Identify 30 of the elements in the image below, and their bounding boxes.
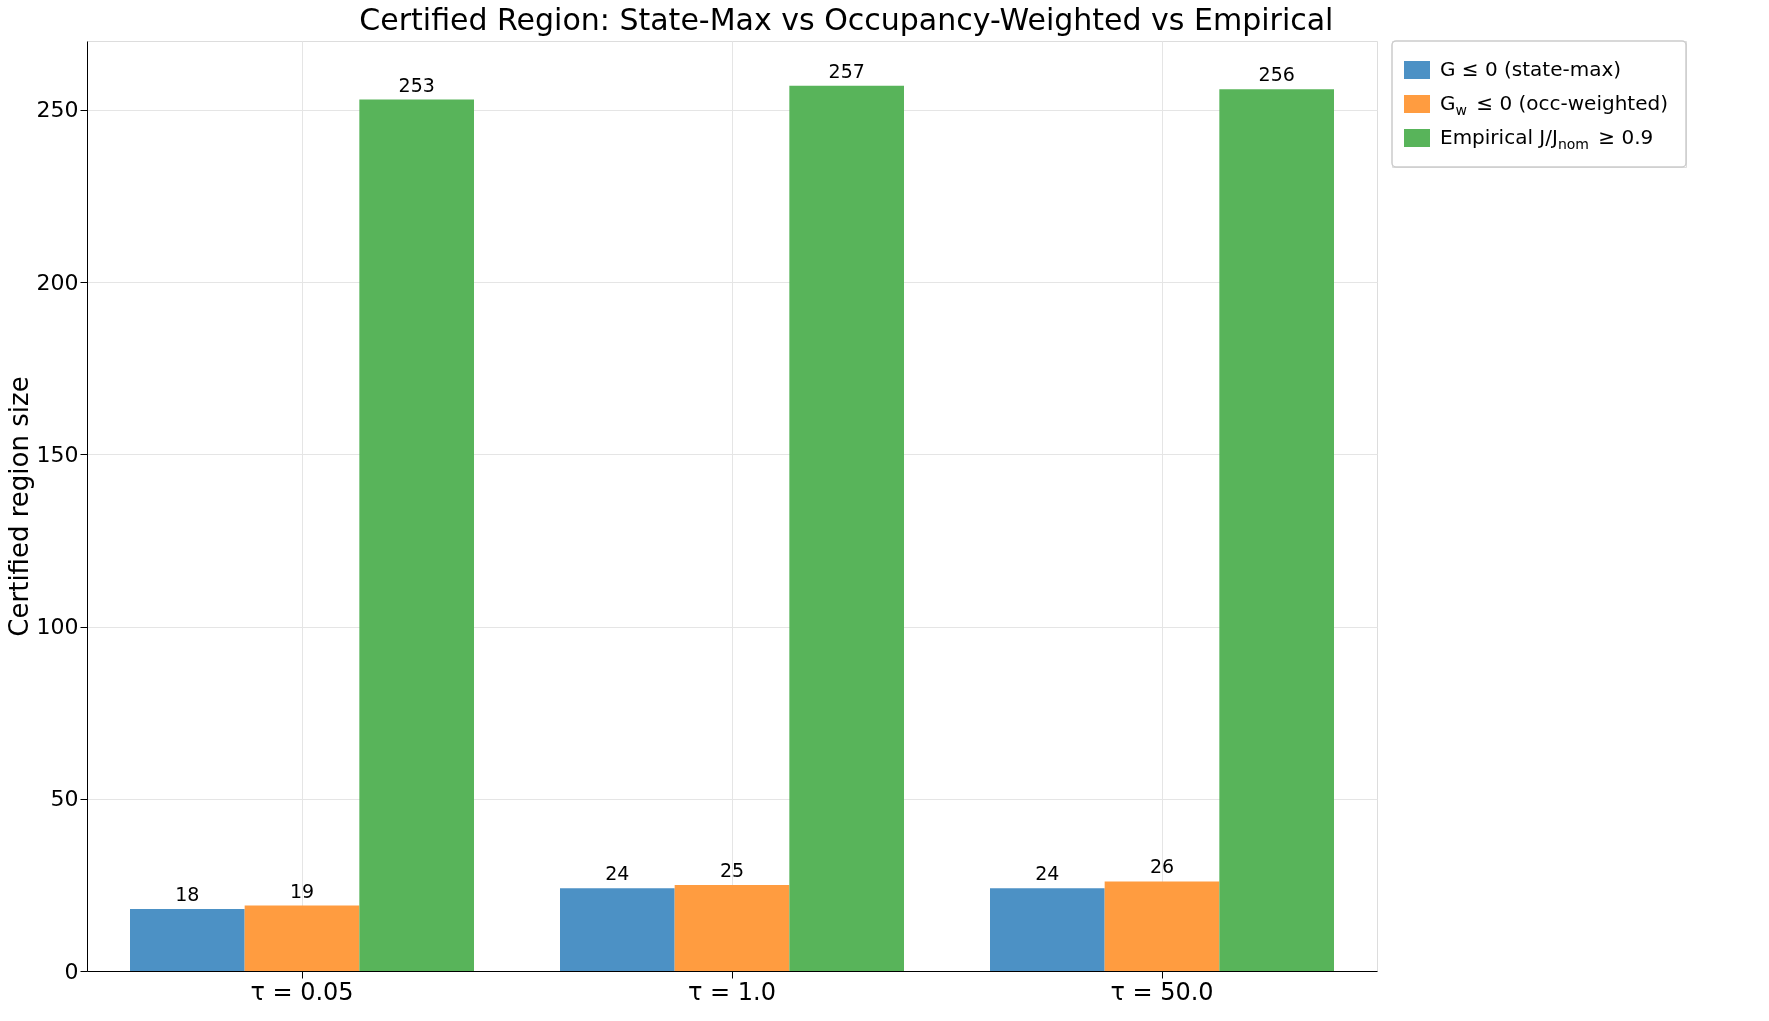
y-tick-label: 200 (36, 269, 79, 295)
y-axis-title: Certified region size (3, 376, 34, 637)
data-label: 26 (1149, 855, 1175, 878)
data-label: 256 (1258, 63, 1295, 86)
data-label: 253 (398, 73, 435, 96)
y-tick-label: 50 (50, 786, 79, 812)
y-tick-label: 250 (36, 97, 79, 123)
bar (990, 888, 1105, 971)
bar (1104, 881, 1220, 971)
bar (560, 888, 675, 971)
y-tick-label: 0 (64, 958, 79, 984)
bar (1219, 89, 1334, 971)
chart-title: Certified Region: State-Max vs Occupancy-Weighted vs Empirical (359, 1, 1334, 37)
data-label: 257 (828, 59, 865, 82)
data-label: 18 (175, 883, 200, 905)
y-tick-label: 100 (36, 614, 79, 640)
bar (789, 85, 904, 971)
data-label: 25 (719, 858, 745, 881)
data-label: 24 (1035, 862, 1060, 885)
data-label: 24 (605, 862, 630, 885)
bar (359, 99, 474, 971)
data-label: 19 (289, 879, 315, 902)
x-tick-label: τ = 0.05 (250, 977, 354, 1006)
y-tick-label: 150 (36, 441, 79, 467)
x-tick-label: τ = 1.0 (688, 977, 776, 1006)
x-tick-label: τ = 50.0 (1110, 977, 1214, 1006)
legend-label: G ≤ 0 (state-max) (1440, 57, 1622, 81)
bar (244, 905, 360, 971)
bar (130, 909, 245, 971)
bar (674, 884, 790, 971)
